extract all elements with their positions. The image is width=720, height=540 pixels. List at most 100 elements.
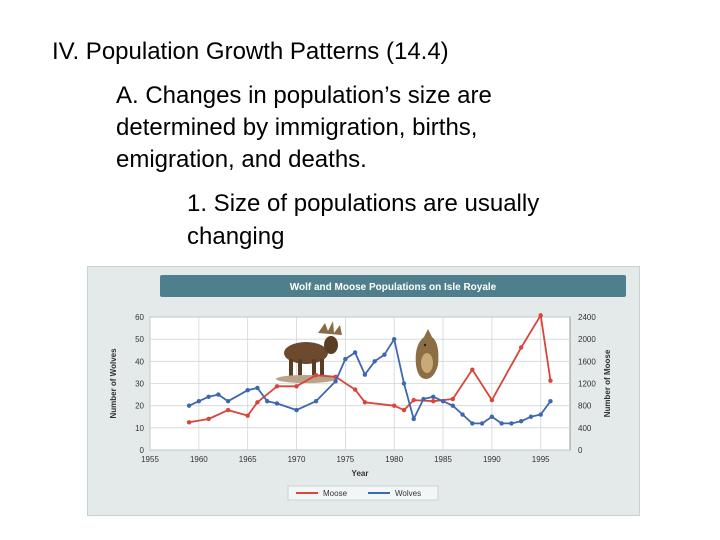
moose-data-point [470, 367, 475, 372]
wolves-data-point [411, 416, 416, 422]
point-1-line-2: changing [187, 223, 285, 250]
y-right-tick-label: 1200 [578, 380, 596, 389]
wolves-data-point [255, 385, 260, 391]
wolves-data-point [196, 399, 202, 404]
y-right-tick-label: 400 [578, 424, 592, 433]
moose-data-point [538, 313, 543, 318]
wolves-data-point [518, 418, 524, 424]
moose-data-point [411, 397, 416, 403]
wolves-data-point [528, 414, 534, 419]
moose-leg-3 [312, 359, 316, 377]
moose-data-point [313, 372, 319, 378]
moose-leg-1 [289, 359, 293, 377]
wolves-data-point [391, 336, 397, 342]
x-tick-label: 1970 [288, 455, 306, 464]
wolves-data-point [479, 421, 485, 426]
moose-data-point [352, 387, 358, 392]
y-left-tick-label: 50 [135, 335, 144, 344]
x-axis-label: Year [352, 469, 369, 478]
y-left-tick-label: 20 [135, 402, 144, 411]
moose-data-point [225, 407, 231, 413]
wolves-data-point [186, 403, 192, 408]
moose-ground [276, 375, 336, 383]
x-tick-label: 1960 [190, 455, 208, 464]
wolves-data-point [352, 350, 358, 355]
wolves-data-point [333, 379, 338, 384]
x-tick-label: 1980 [385, 455, 403, 464]
x-tick-label: 1985 [434, 455, 452, 464]
point-a-line-2: determined by immigration, births, [116, 114, 478, 141]
wolves-series-line [188, 338, 552, 425]
wolves-data-point [548, 399, 553, 404]
moose-illustration [276, 321, 342, 383]
slide-heading: IV. Population Growth Patterns (14.4) [52, 38, 449, 65]
y-left-tick-label: 0 [140, 446, 145, 455]
moose-data-point [274, 384, 280, 389]
y-left-tick-label: 40 [135, 357, 144, 366]
point-1-line-1: 1. Size of populations are usually [187, 190, 540, 217]
wolf-illustration [415, 329, 439, 379]
wolves-data-point [431, 394, 436, 399]
moose-leg-2 [298, 359, 302, 377]
wolves-data-point [401, 381, 407, 386]
wolves-data-point [362, 372, 368, 377]
moose-antlers [318, 321, 342, 335]
x-tick-label: 1990 [483, 455, 501, 464]
wolves-data-point [313, 399, 319, 404]
moose-data-point [450, 396, 455, 402]
moose-data-point [294, 384, 299, 389]
legend-box [287, 485, 439, 501]
population-chart: Wolf and Moose Populations on Isle Royal… [87, 266, 640, 516]
y-right-tick-label: 2000 [578, 335, 596, 344]
wolves-data-point [421, 396, 426, 402]
y-left-tick-label: 10 [135, 424, 144, 433]
moose-body [284, 342, 328, 364]
moose-leg-4 [320, 359, 324, 377]
wolves-data-point [499, 421, 504, 426]
x-tick-label: 1975 [336, 455, 354, 464]
x-tick-label: 1955 [141, 455, 159, 464]
moose-data-point [401, 407, 407, 413]
wolves-data-point [450, 403, 455, 408]
x-tick-label: 1965 [239, 455, 257, 464]
wolves-data-point [382, 352, 387, 357]
wolves-data-point [489, 414, 495, 419]
y-right-tick-label: 1600 [578, 357, 596, 366]
wolves-legend-label: Wolves [395, 489, 421, 498]
series [186, 313, 553, 426]
moose-data-point [362, 400, 368, 405]
y-left-axis-label: Number of Wolves [109, 348, 118, 419]
moose-data-point [391, 403, 397, 408]
moose-data-point [489, 397, 495, 403]
moose-data-point [431, 399, 436, 404]
x-tick-label: 1995 [532, 455, 550, 464]
wolves-data-point [206, 394, 211, 399]
moose-head [324, 336, 338, 354]
wolves-data-point [245, 387, 250, 393]
moose-data-point [548, 378, 553, 383]
wolf-chest [421, 353, 433, 373]
wolves-data-point [460, 412, 465, 417]
moose-data-point [206, 416, 211, 422]
wolves-data-point [509, 421, 514, 426]
y-left-tick-label: 60 [135, 313, 144, 322]
moose-data-point [518, 345, 524, 350]
wolf-eye [423, 343, 427, 347]
y-right-tick-label: 0 [578, 446, 583, 455]
moose-legend-label: Moose [323, 489, 348, 498]
chart-svg: Wolf and Moose Populations on Isle Royal… [109, 275, 626, 501]
wolves-data-point [440, 399, 446, 404]
wolves-data-point [470, 421, 475, 426]
wolves-data-point [225, 399, 231, 404]
wolves-data-point [343, 356, 348, 362]
axes: 0 10 20 30 40 50 60 0 400 800 1200 1600 2000 2400 1955… [109, 313, 612, 478]
wolves-data-point [274, 401, 280, 406]
wolves-data-point [216, 392, 221, 397]
wolves-data-point [372, 359, 377, 364]
chart-title: Wolf and Moose Populations on Isle Royal… [290, 282, 497, 293]
point-a-line-3: emigration, and deaths. [116, 146, 367, 173]
y-right-axis-label: Number of Moose [603, 349, 612, 417]
wolves-data-point [265, 399, 270, 404]
moose-data-point [245, 413, 250, 418]
point-a-line-1: A. Changes in population’s size are [116, 82, 492, 109]
